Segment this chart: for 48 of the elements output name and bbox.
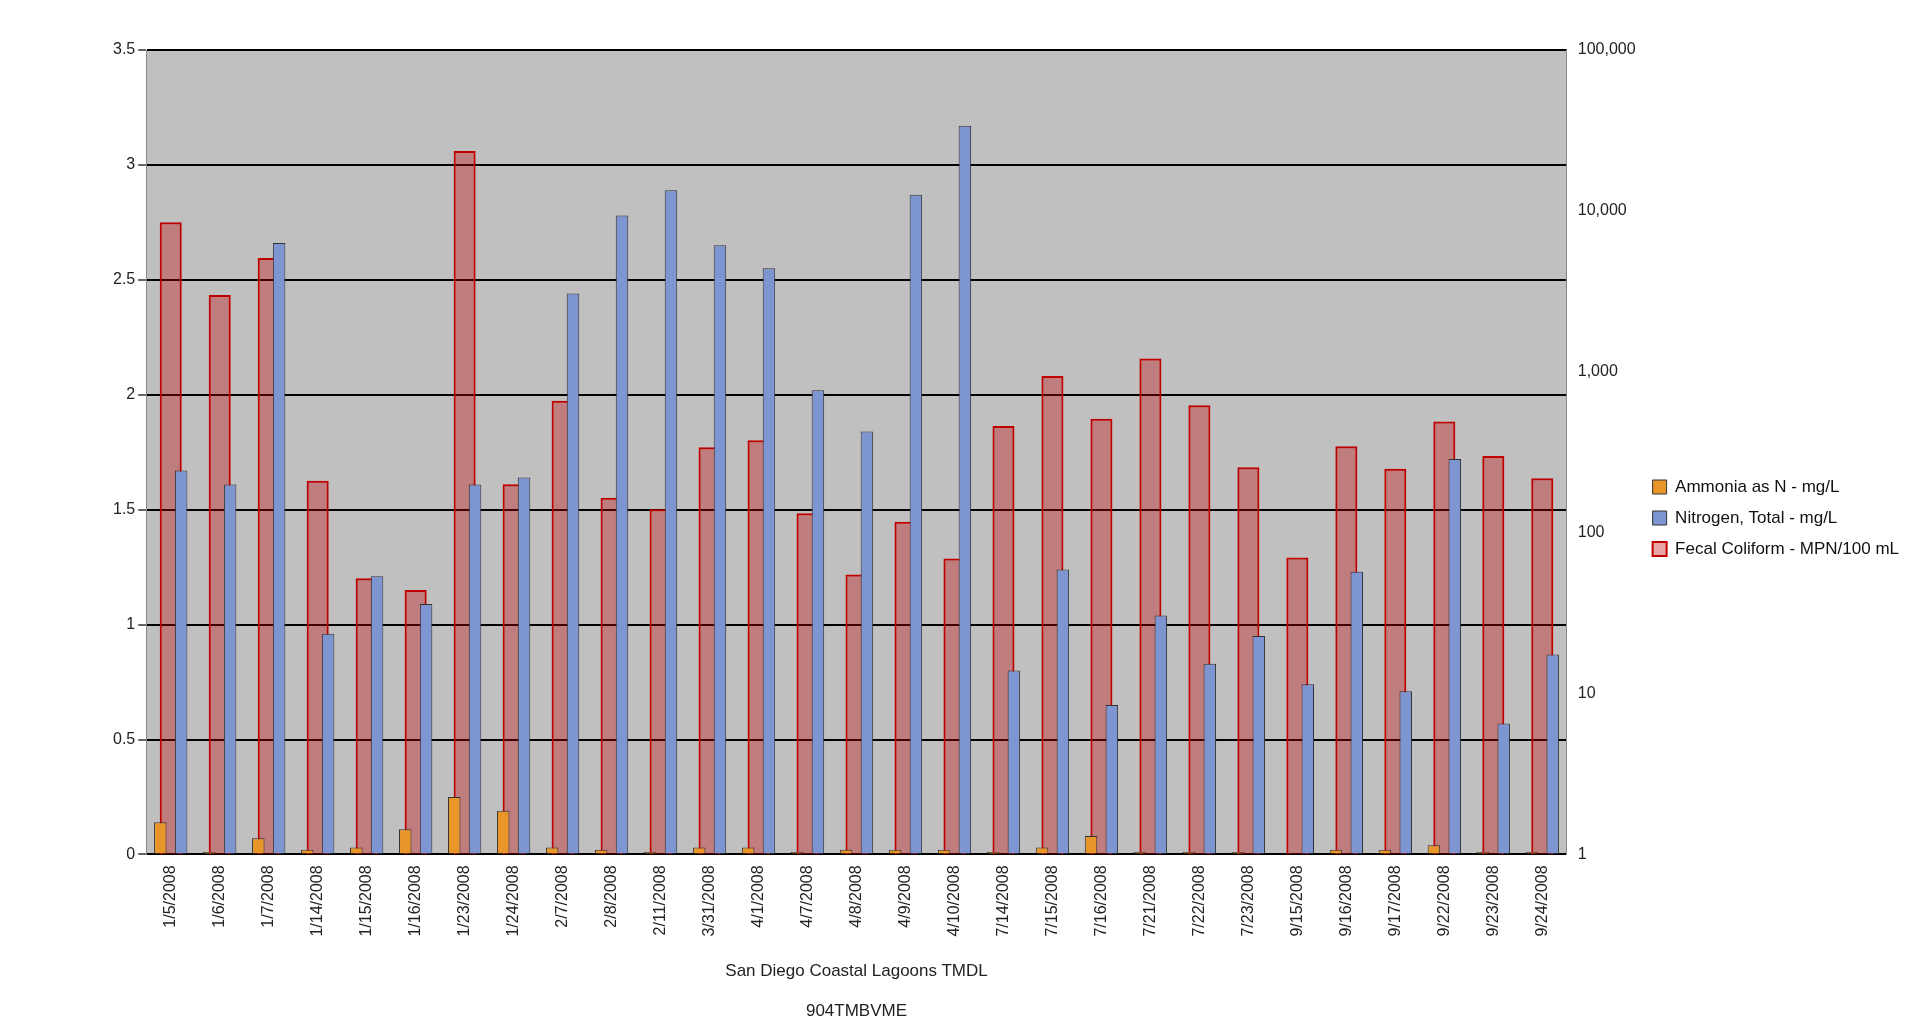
y-tick-label: 3.5: [112, 40, 136, 58]
y-tick-label: 2.5: [112, 270, 136, 288]
y2-tick-label: 1,000: [1577, 362, 1618, 380]
x-tick-label: 9/16/2008: [1336, 865, 1354, 937]
x-tick-label: 1/23/2008: [455, 865, 473, 937]
text: 904TMBVME: [805, 1001, 908, 1020]
x-tick-label: 7/14/2008: [993, 865, 1011, 937]
y-tick-label: 1: [126, 614, 136, 632]
legend-label: Nitrogen, Total - mg/L: [1675, 507, 1838, 527]
x-tick-label: 1/14/2008: [308, 865, 326, 937]
x-tick-label: 4/10/2008: [944, 865, 962, 937]
x-tick-label: 2/8/2008: [602, 865, 619, 928]
y2-tick-label: 1: [1577, 844, 1587, 862]
y2-tick-label: 10: [1577, 683, 1596, 701]
x-tick-label: 9/15/2008: [1287, 865, 1305, 937]
x-tick-label: 9/22/2008: [1434, 865, 1452, 937]
x-tick-label: 7/16/2008: [1091, 865, 1109, 937]
x-tick-label: 7/23/2008: [1238, 865, 1256, 937]
x-axis-title: San Diego Coastal Lagoons TMDL: [725, 961, 988, 981]
y2-tick-label: 100,000: [1577, 40, 1636, 58]
x-tick-label: 1/6/2008: [210, 865, 228, 928]
x-tick-label: 9/24/2008: [1532, 865, 1550, 937]
x-tick-label: 1/15/2008: [357, 865, 375, 937]
x-tick-label: 1/7/2008: [259, 865, 277, 928]
y-tick-label: 1.5: [112, 500, 136, 518]
x-tick-label: 2/7/2008: [553, 865, 571, 928]
x-tick-label: 2/11/2008: [650, 865, 668, 936]
x-tick-label: 1/16/2008: [406, 865, 424, 937]
y2-tick-label: 10,000: [1577, 201, 1627, 219]
x-tick-label: 1/5/2008: [161, 865, 179, 928]
x-tick-label: 4/1/2008: [748, 865, 766, 928]
y2-tick-label: 100: [1577, 523, 1605, 541]
x-tick-label: 1/24/2008: [504, 865, 522, 937]
x-tick-label: 4/8/2008: [846, 865, 864, 928]
x-tick-label: 7/21/2008: [1140, 865, 1158, 937]
legend-label: Ammonia as N - mg/L: [1675, 476, 1840, 496]
x-tick-label: 9/17/2008: [1385, 865, 1403, 937]
y-tick-label: 0.5: [112, 729, 136, 747]
x-tick-label: 7/22/2008: [1189, 865, 1207, 937]
x-tick-label: 7/15/2008: [1042, 865, 1060, 937]
x-tick-label: 3/31/2008: [699, 865, 717, 937]
y-tick-label: 2: [126, 385, 136, 403]
legend-label: Fecal Coliform - MPN/100 mL: [1675, 538, 1899, 558]
y-tick-label: 3: [126, 155, 136, 173]
x-tick-label: 9/23/2008: [1483, 865, 1501, 937]
x-tick-label: 4/7/2008: [797, 865, 815, 928]
x-tick-label: 4/9/2008: [895, 865, 913, 928]
y-tick-label: 0: [126, 844, 136, 862]
